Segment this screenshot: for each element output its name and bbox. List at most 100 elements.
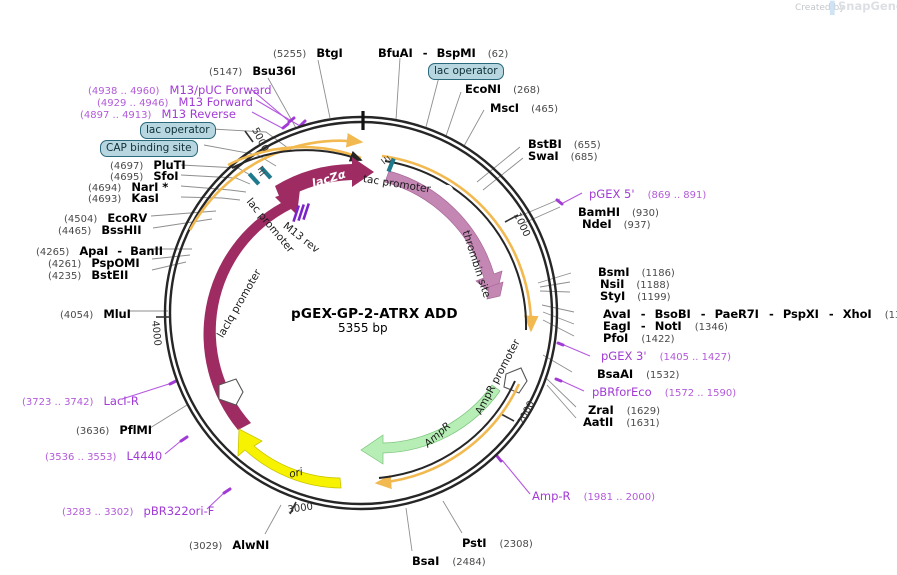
annotation-cap-binding-site: CAP binding site — [100, 138, 198, 157]
watermark-created-by: Created by — [795, 3, 845, 13]
enzyme-label-styi: StyI (1199) — [600, 287, 671, 303]
enzyme-label-bsmi: BsmI (1186) — [598, 263, 675, 279]
sequence-ticks — [156, 130, 519, 515]
plasmid-size: 5355 bp — [338, 321, 388, 335]
enzyme-name: SfoI — [153, 169, 179, 183]
enzyme-label-zrai: ZraI (1629) — [588, 401, 660, 417]
annotation-label: CAP binding site — [100, 140, 198, 157]
primer-label-laci-r: (3723 .. 3742) LacI-R — [22, 392, 139, 408]
enzyme-label-bstei: (4235) BstEII — [48, 266, 128, 282]
enzyme-label-kasi: (4693) KasI — [88, 189, 159, 205]
primer-label-m13-puc-forward: (4938 .. 4960) M13/pUC Forward — [88, 81, 272, 97]
enzyme-position: (4261) — [48, 259, 82, 270]
primer-range: (4938 .. 4960) — [88, 86, 160, 97]
primer-name: M13 Forward — [178, 95, 253, 109]
arc-gst-dark — [384, 160, 528, 331]
primer-name: pGEX 5' — [589, 187, 635, 201]
arc-ampr-dark — [378, 380, 516, 479]
enzyme-position: (4235) — [48, 271, 82, 282]
enzyme-name: BamHI — [578, 205, 620, 219]
operator-ticks-left — [247, 165, 273, 186]
plasmid-backbone — [163, 115, 559, 511]
enzyme-name: PspXI — [782, 307, 819, 321]
primer-name: L4440 — [126, 449, 163, 463]
enzyme-label-bsu36i: (5147) Bsu36I — [209, 62, 296, 78]
enzyme-name: AvaI — [603, 307, 631, 321]
enzyme-separator: - — [422, 46, 428, 60]
enzyme-separator: - — [640, 319, 646, 333]
feature-gst — [384, 170, 504, 300]
enzyme-name: AatII — [583, 415, 614, 429]
primer-label-pbr322ori-f: (3283 .. 3302) pBR322ori-F — [62, 502, 214, 518]
primer-range: (4897 .. 4913) — [80, 110, 152, 121]
enzyme-label-mlui: (4054) MluI — [60, 305, 131, 321]
primer-name: LacI-R — [103, 394, 139, 408]
enzyme-position: (1346) — [694, 322, 728, 333]
annotation-label: lac operator — [428, 63, 504, 80]
enzyme-position: (4694) — [88, 183, 122, 194]
enzyme-position: (3636) — [76, 426, 110, 437]
enzyme-position: (4265) — [36, 247, 70, 258]
enzyme-position: (3029) — [189, 541, 223, 552]
enzyme-label-eagi-noti: EagI - NotI (1346) — [603, 317, 728, 333]
enzyme-position: (4465) — [58, 226, 92, 237]
enzyme-label-btgi: (5255) BtgI — [273, 44, 343, 60]
enzyme-name: EcoRV — [107, 211, 148, 225]
enzyme-position: (1188) — [636, 280, 670, 291]
enzyme-name: ApaI — [79, 244, 109, 258]
primer-label-amp-r: Amp-R (1981 .. 2000) — [532, 487, 655, 503]
enzyme-label-pflmi: (3636) PflMI — [76, 421, 152, 437]
annotation-label: lac operator — [140, 122, 216, 139]
primer-range: (3536 .. 3553) — [45, 452, 117, 463]
primer-label-l4440: (3536 .. 3553) L4440 — [45, 447, 162, 463]
annotation-lac-operator-right: lac operator — [428, 61, 504, 80]
arc-gst-orange — [381, 154, 539, 333]
arc-lac-orange — [188, 133, 364, 231]
enzyme-label-ndei: NdeI (937) — [582, 215, 651, 231]
enzyme-name: BsaI — [412, 554, 440, 568]
annotation-lac-operator-top: lac operator — [140, 120, 216, 139]
primer-name: pGEX 3' — [601, 349, 647, 363]
enzyme-position: (62) — [487, 49, 509, 60]
enzyme-label-bsai: BsaI (2484) — [412, 552, 486, 568]
feature-lacIq-promoter — [218, 378, 244, 406]
enzyme-position: (937) — [623, 220, 651, 231]
enzyme-position: (1629) — [626, 406, 661, 417]
primer-range: (3723 .. 3742) — [22, 397, 94, 408]
snapgene-logo-icon: ▌ — [830, 1, 840, 15]
primer-label-pgex-3: pGEX 3' (1405 .. 1427) — [601, 347, 731, 363]
enzyme-label-nari: (4694) NarI * — [88, 178, 168, 194]
enzyme-position: (1340) — [884, 310, 897, 321]
enzyme-name: BspMI — [436, 46, 476, 60]
enzyme-name: BstBI — [528, 137, 562, 151]
enzyme-position: (4695) — [110, 172, 144, 183]
enzyme-label-bsaai: BsaAI (1532) — [597, 365, 679, 381]
enzyme-name: StyI — [600, 289, 626, 303]
enzyme-position: (4504) — [64, 214, 98, 225]
primer-range: (1405 .. 1427) — [659, 352, 732, 363]
enzyme-label-alwni: (3029) AlwNI — [189, 536, 269, 552]
page-title: pGEX-GP-2-ATRX ADD — [291, 306, 458, 322]
primer-label-m13-reverse: (4897 .. 4913) M13 Reverse — [80, 105, 236, 121]
enzyme-separator: - — [768, 307, 774, 321]
primer-range: (3283 .. 3302) — [62, 507, 134, 518]
enzyme-position: (5255) — [273, 49, 307, 60]
enzyme-separator: - — [640, 307, 646, 321]
enzyme-label-nsii: NsiI (1188) — [600, 275, 670, 291]
enzyme-name: KasI — [131, 191, 159, 205]
feature-laci — [203, 189, 300, 430]
enzyme-position: (1199) — [637, 292, 671, 303]
enzyme-label-swai: SwaI (685) — [528, 147, 598, 163]
operator-ticks-right — [380, 155, 396, 173]
enzyme-name: NotI — [654, 319, 682, 333]
enzyme-position: (655) — [573, 140, 601, 151]
enzyme-position: (268) — [513, 85, 540, 96]
primer-name: pBR322ori-F — [143, 504, 215, 518]
enzyme-name: ZraI — [588, 403, 614, 417]
enzyme-label-econi: EcoNI (268) — [465, 80, 540, 96]
enzyme-name: PluTI — [153, 158, 186, 172]
enzyme-name: MluI — [103, 307, 131, 321]
enzyme-name: BsoBI — [654, 307, 691, 321]
enzyme-position: (685) — [570, 152, 598, 163]
enzyme-name: SwaI — [528, 149, 559, 163]
